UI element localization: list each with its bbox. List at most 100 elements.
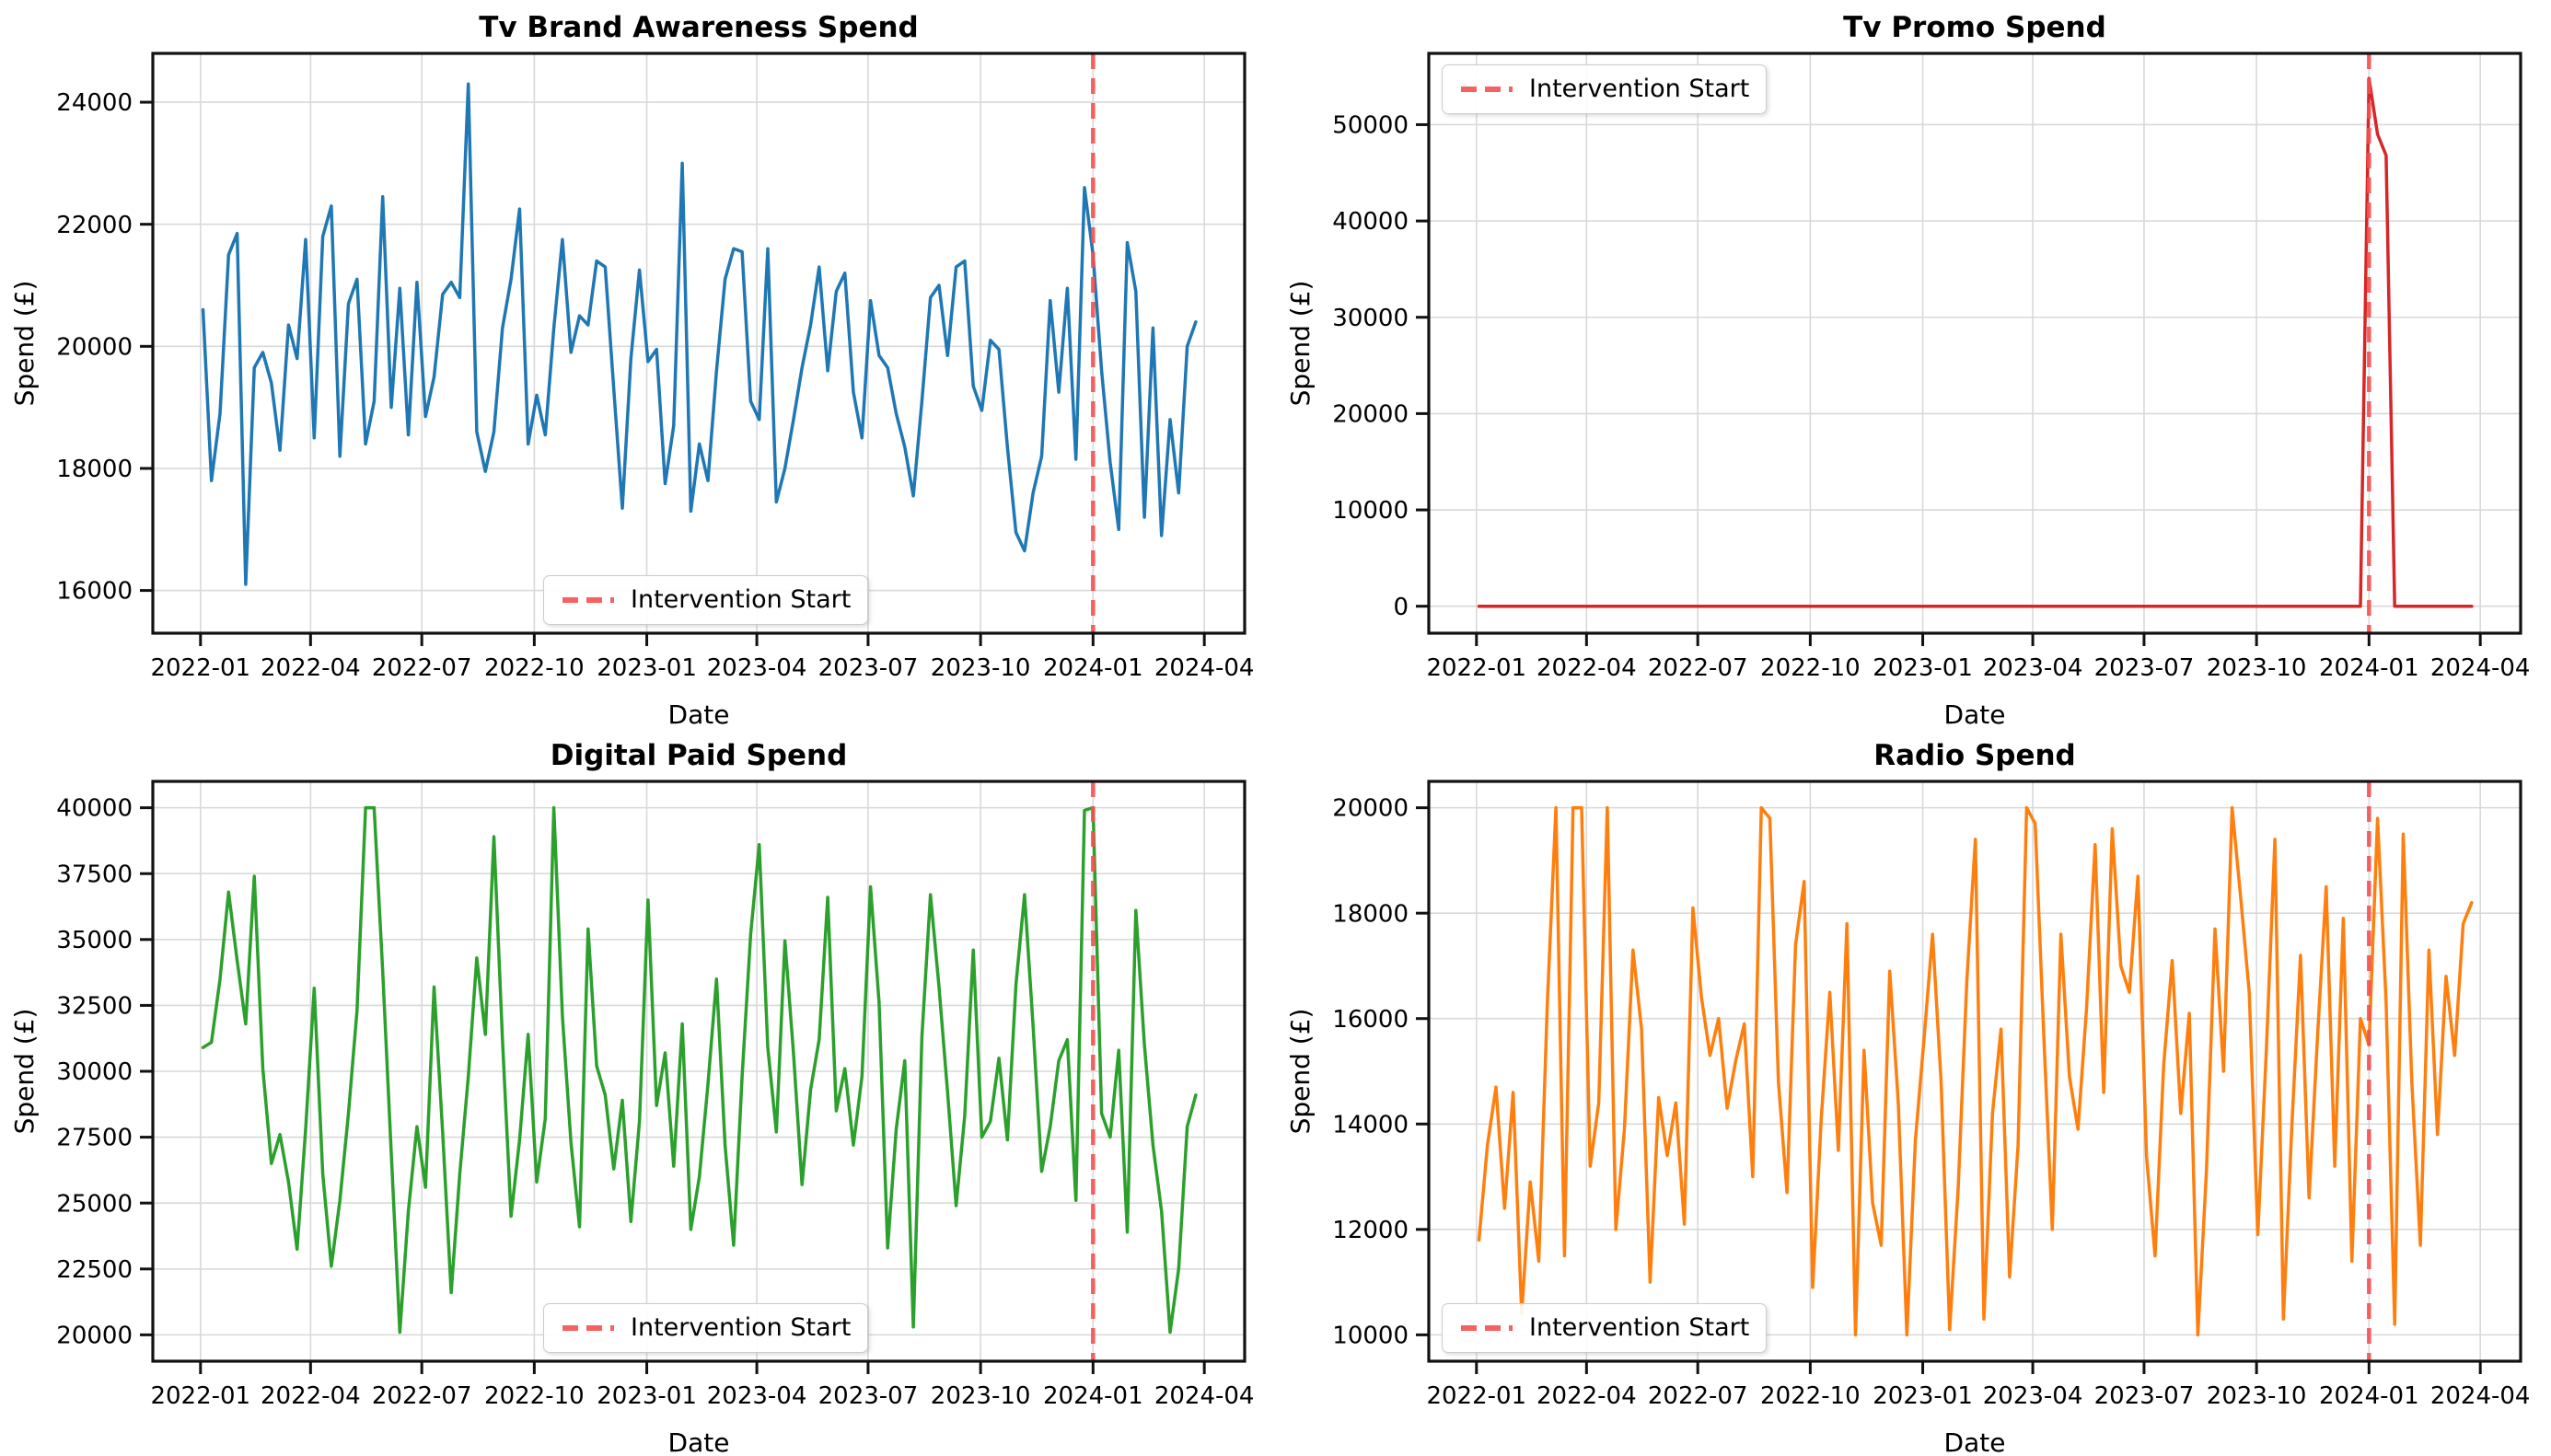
x-tick-label: 2024-04	[2430, 654, 2531, 682]
x-tick-label: 2023-10	[931, 1382, 1031, 1410]
y-tick-label: 22000	[56, 212, 133, 239]
x-tick-label: 2023-01	[1873, 654, 1973, 682]
x-axis-label: Date	[668, 1427, 730, 1456]
chart-tv-brand-awareness: 2022-01 2022-04 2022-07 2022-10 2023-01 2023-…	[0, 0, 1275, 728]
y-tick-label: 50000	[1332, 112, 1409, 140]
x-tick-label: 2024-04	[1154, 1382, 1255, 1410]
y-tick-label: 0	[1393, 594, 1409, 621]
legend-label: Intervention Start	[631, 585, 852, 614]
x-tick-label: 2022-04	[1536, 654, 1637, 682]
axes: 2022-01 2022-04 2022-07 2022-10 2023-01 2023-…	[1332, 52, 2531, 682]
dashed-line-sample	[562, 1325, 614, 1331]
y-tick-label: 40000	[1332, 208, 1409, 236]
y-tick-label: 20000	[1332, 400, 1409, 428]
y-tick-label: 10000	[1332, 1322, 1409, 1349]
y-tick-label: 24000	[56, 89, 133, 117]
x-tick-label: 2022-10	[1760, 1382, 1861, 1410]
y-tick-label: 16000	[56, 578, 133, 606]
x-tick-label: 2023-07	[818, 1382, 919, 1410]
radio-plot: 2022-01 2022-04 2022-07 2022-10 2023-01 2023-…	[1285, 739, 2531, 1456]
x-tick-label: 2022-10	[484, 654, 585, 682]
chart-text: Digital Paid Spend Spend (£) Date	[9, 739, 847, 1456]
x-tick-label: 2022-10	[1760, 654, 1861, 682]
plot-spines	[151, 52, 1247, 635]
series-line	[201, 82, 1198, 586]
y-tick-label: 16000	[1332, 1006, 1409, 1034]
y-tick-label: 18000	[56, 456, 133, 483]
intervention-legend: Intervention Start	[1442, 1303, 1768, 1353]
plot-spines	[1427, 52, 2522, 635]
y-tick-label: 18000	[1332, 900, 1409, 928]
x-tick-label: 2023-01	[597, 654, 697, 682]
x-tick-label: 2022-04	[261, 654, 361, 682]
chart-text: Radio Spend Spend (£) Date	[1285, 739, 2076, 1456]
x-tick-label: 2022-01	[150, 1382, 250, 1410]
x-tick-label: 2023-04	[1983, 654, 2083, 682]
chart-radio: 2022-01 2022-04 2022-07 2022-10 2023-01 2023-…	[1276, 728, 2551, 1456]
x-tick-label: 2023-01	[1873, 1382, 1973, 1410]
chart-tv-promo: 2022-01 2022-04 2022-07 2022-10 2023-01 2023-…	[1276, 0, 2551, 728]
x-tick-label: 2023-04	[707, 1382, 807, 1410]
x-tick-label: 2022-01	[150, 654, 250, 682]
axes: 2022-01 2022-04 2022-07 2022-10 2023-01 2023-…	[56, 780, 1255, 1410]
axes: 2022-01 2022-04 2022-07 2022-10 2023-01 2023-…	[1332, 780, 2531, 1410]
chart-digital-paid: 2022-01 2022-04 2022-07 2022-10 2023-01 2023-…	[0, 728, 1275, 1456]
x-tick-label: 2023-07	[2094, 1382, 2195, 1410]
y-tick-label: 35000	[56, 927, 133, 954]
chart-text: Tv Promo Spend Spend (£) Date	[1285, 11, 2106, 728]
intervention-legend: Intervention Start	[1442, 64, 1768, 114]
plot-spines	[151, 780, 1247, 1363]
tv-promo-plot: 2022-01 2022-04 2022-07 2022-10 2023-01 2023-…	[1285, 11, 2531, 728]
axes: 2022-01 2022-04 2022-07 2022-10 2023-01 2023-…	[56, 52, 1255, 682]
x-tick-label: 2024-01	[1043, 654, 1143, 682]
tv-brand-awareness-plot: 2022-01 2022-04 2022-07 2022-10 2023-01 2023-…	[9, 11, 1255, 728]
chart-title: Radio Spend	[1873, 739, 2076, 772]
chart-title: Tv Brand Awareness Spend	[479, 11, 919, 44]
y-tick-label: 22500	[56, 1256, 133, 1284]
x-tick-label: 2022-01	[1426, 654, 1526, 682]
x-axis-label: Date	[1944, 699, 2006, 728]
y-tick-label: 30000	[56, 1058, 133, 1086]
dashed-line-sample	[1461, 1325, 1513, 1331]
chart-title: Digital Paid Spend	[551, 739, 848, 772]
x-tick-label: 2024-01	[1043, 1382, 1143, 1410]
x-tick-label: 2023-04	[707, 654, 807, 682]
y-tick-label: 40000	[56, 795, 133, 823]
legend-label: Intervention Start	[1529, 1313, 1750, 1342]
plot-spines	[1427, 780, 2522, 1363]
x-axis-label: Date	[668, 699, 730, 728]
x-tick-label: 2023-07	[2094, 654, 2195, 682]
chart-text: Tv Brand Awareness Spend Spend (£) Date	[9, 11, 919, 728]
data-series	[201, 781, 1198, 1361]
series-line	[1477, 805, 2474, 1337]
x-tick-label: 2023-10	[931, 654, 1031, 682]
grid	[153, 781, 1245, 1361]
digital-paid-plot: 2022-01 2022-04 2022-07 2022-10 2023-01 2023-…	[9, 739, 1255, 1456]
y-tick-label: 27500	[56, 1125, 133, 1152]
data-series	[1477, 781, 2474, 1361]
x-tick-label: 2022-10	[484, 1382, 585, 1410]
x-tick-label: 2022-04	[1536, 1382, 1637, 1410]
x-tick-label: 2022-04	[261, 1382, 361, 1410]
x-tick-label: 2022-07	[372, 654, 472, 682]
intervention-legend: Intervention Start	[543, 1303, 869, 1353]
y-axis-label: Spend (£)	[9, 1009, 40, 1135]
chart-title: Tv Promo Spend	[1843, 11, 2106, 44]
x-tick-label: 2024-01	[2319, 654, 2419, 682]
series-line	[201, 805, 1198, 1335]
x-tick-label: 2024-04	[1154, 654, 1255, 682]
x-tick-label: 2022-07	[1648, 654, 1748, 682]
y-tick-label: 20000	[56, 333, 133, 361]
x-tick-label: 2023-10	[2207, 654, 2307, 682]
x-tick-label: 2023-04	[1983, 1382, 2083, 1410]
y-tick-label: 32500	[56, 993, 133, 1021]
x-axis-label: Date	[1944, 1427, 2006, 1456]
grid	[1429, 53, 2521, 633]
y-tick-label: 12000	[1332, 1217, 1409, 1244]
x-tick-label: 2024-04	[2430, 1382, 2531, 1410]
y-axis-label: Spend (£)	[1285, 1009, 1316, 1135]
y-tick-label: 25000	[56, 1190, 133, 1218]
x-tick-label: 2024-01	[2319, 1382, 2419, 1410]
data-series	[201, 53, 1198, 633]
